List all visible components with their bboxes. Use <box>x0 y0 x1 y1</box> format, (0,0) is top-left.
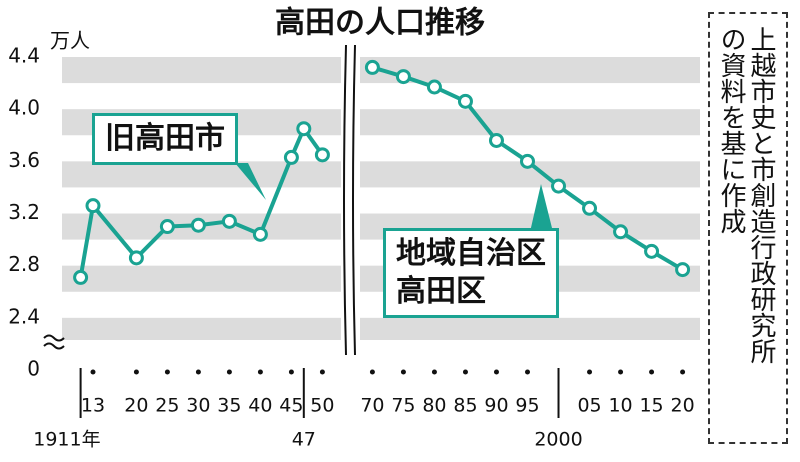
x-tick-label: 50 <box>310 395 334 417</box>
series-line <box>78 126 325 278</box>
x-tick <box>257 369 263 375</box>
data-point <box>551 178 567 194</box>
x-tick-label: 20 <box>670 395 694 417</box>
x-tick-label: 80 <box>422 395 446 417</box>
y-tick-label: 3.2 <box>8 200 40 224</box>
y-tick-label: 4.4 <box>8 44 40 68</box>
data-point <box>314 147 330 163</box>
x-tick <box>164 369 170 375</box>
x-tick <box>618 369 624 375</box>
x-tick-label: 95 <box>515 395 539 417</box>
x-tick <box>649 369 655 375</box>
data-point <box>159 219 175 235</box>
x-tick <box>288 369 294 375</box>
data-point <box>457 93 473 109</box>
data-point <box>675 262 691 278</box>
data-point <box>488 132 504 148</box>
data-point <box>395 69 411 85</box>
y-tick-label: 0 <box>27 357 40 381</box>
data-point <box>283 149 299 165</box>
data-point <box>128 250 144 266</box>
data-point <box>252 226 268 242</box>
data-point <box>613 224 629 240</box>
data-point <box>644 243 660 259</box>
x-tick <box>462 369 468 375</box>
x-tick <box>493 369 499 375</box>
legend-label: 地域自治区 高田区 <box>383 228 559 318</box>
x-tick-label: 10 <box>608 395 632 417</box>
data-point <box>582 200 598 216</box>
x-tick-label: 45 <box>279 395 303 417</box>
source-box: 上越市史と市創造行政研究所の資料を基に作成 <box>708 12 788 444</box>
x-break <box>343 44 347 356</box>
x-break-gap <box>341 40 360 360</box>
x-tick-label: 90 <box>484 395 508 417</box>
x-tick <box>319 369 325 375</box>
x-tick-label: 30 <box>186 395 210 417</box>
x-tick <box>133 369 139 375</box>
source: 上越市史と市創造行政研究所の資料を基に作成 <box>716 26 776 364</box>
legend-label: 旧高田市 <box>92 113 238 165</box>
chart-title: 高田の人口推移 <box>275 6 485 41</box>
callout-pointer <box>235 163 266 200</box>
data-point <box>426 79 442 95</box>
x-tick-label: 05 <box>577 395 601 417</box>
x-tick-label: 47 <box>292 429 316 451</box>
x-tick <box>369 369 375 375</box>
x-tick-label: 75 <box>391 395 415 417</box>
y-tick-label: 4.0 <box>8 96 40 120</box>
x-tick-label: 85 <box>453 395 477 417</box>
x-tick <box>226 369 232 375</box>
y-tick-label: 2.8 <box>8 252 40 276</box>
x-tick <box>400 369 406 375</box>
grid-band <box>62 317 700 340</box>
y-tick-label: 2.4 <box>8 304 40 328</box>
x-tick-label: 2000 <box>534 429 582 451</box>
data-point <box>296 121 312 137</box>
grid-band <box>62 265 700 292</box>
y-break <box>43 334 65 350</box>
x-tick <box>90 369 96 375</box>
data-point <box>221 213 237 229</box>
callout-pointer <box>530 184 553 232</box>
grid-band <box>62 161 700 188</box>
x-tick-label: 40 <box>248 395 272 417</box>
x-tick <box>525 369 530 375</box>
data-point <box>190 217 206 233</box>
x-tick-label: 25 <box>155 395 179 417</box>
x-tick-label: 35 <box>217 395 241 417</box>
x-tick <box>587 369 593 375</box>
x-tick <box>431 369 437 375</box>
x-tick-label: 20 <box>124 395 148 417</box>
y-unit: 万人 <box>50 29 90 53</box>
x-tick <box>680 369 686 375</box>
x-break <box>352 44 356 356</box>
data-point <box>73 269 89 285</box>
x-tick-label: 70 <box>360 395 384 417</box>
x-tick <box>195 369 201 375</box>
x-tick-label: 13 <box>81 395 105 417</box>
data-point <box>85 198 101 214</box>
y-tick-label: 3.6 <box>8 148 40 172</box>
x-tick-label: 1911年 <box>33 429 100 451</box>
data-point <box>364 59 380 75</box>
data-point <box>520 153 535 169</box>
x-tick-label: 15 <box>639 395 663 417</box>
